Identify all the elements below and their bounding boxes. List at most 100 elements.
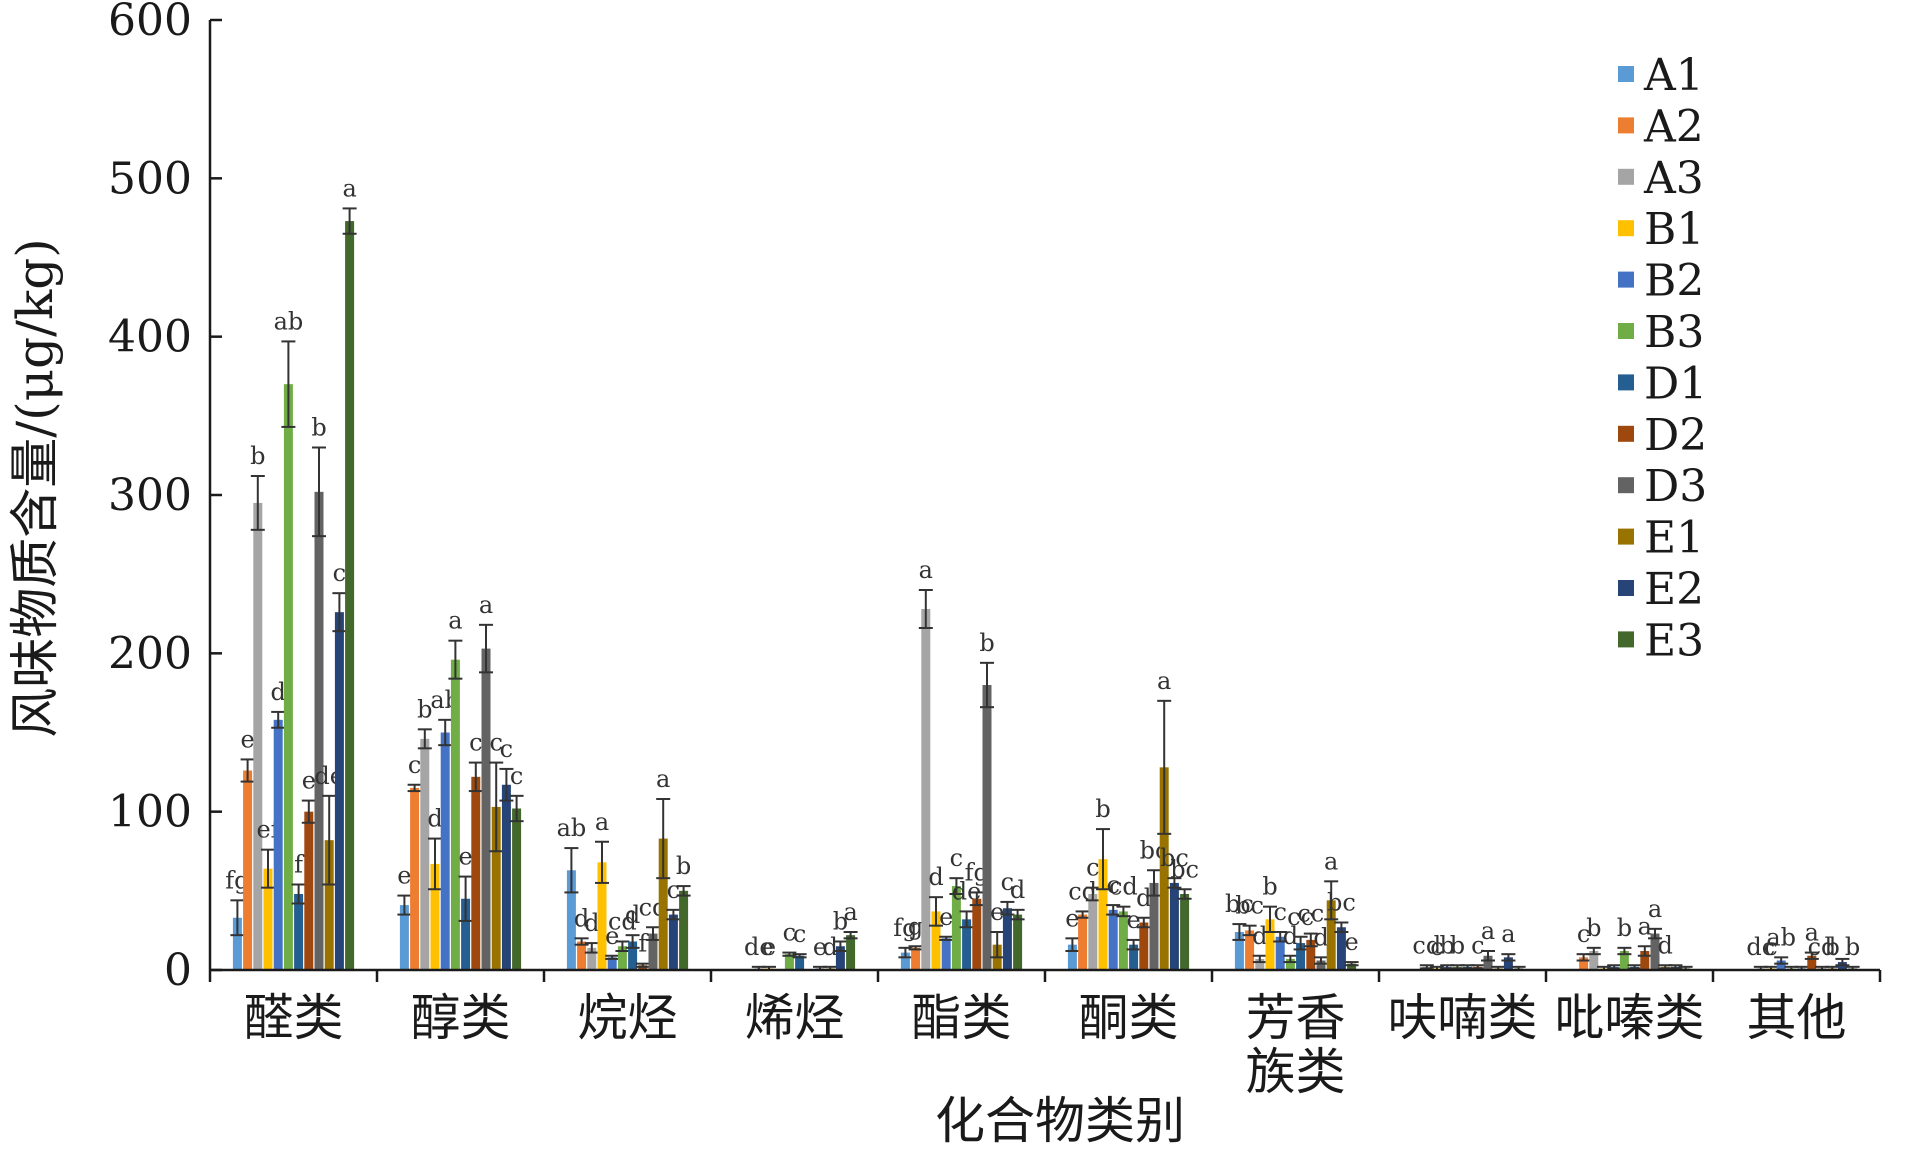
legend-label: B2 — [1644, 256, 1704, 307]
bar-D3 — [1650, 933, 1660, 970]
significance-letter: d — [427, 805, 442, 833]
bar-B2 — [440, 732, 450, 970]
bar-A3 — [1589, 951, 1599, 970]
significance-letter: a — [479, 591, 493, 619]
significance-letter: cd — [1109, 873, 1138, 901]
significance-letter: a — [1481, 917, 1495, 945]
legend-label: A3 — [1643, 153, 1704, 204]
significance-letter: bc — [1327, 889, 1356, 917]
bar-E2 — [334, 612, 344, 970]
x-tick-label: 族类 — [1246, 1043, 1346, 1101]
x-tick-label: 醛类 — [244, 989, 344, 1047]
bar-D2 — [1640, 951, 1650, 970]
significance-letter: c — [1001, 868, 1014, 896]
bar-D2 — [471, 776, 481, 970]
legend-label: D1 — [1644, 358, 1707, 409]
significance-letter: c — [1764, 933, 1777, 961]
y-tick-label: 100 — [108, 787, 192, 838]
significance-letter: a — [595, 808, 609, 836]
significance-letter: g — [908, 912, 923, 940]
x-tick-label: 芳香 — [1246, 989, 1346, 1047]
significance-letter: b — [417, 695, 432, 723]
significance-letter: b — [1617, 914, 1632, 942]
bar-E2 — [668, 914, 678, 970]
bar-A2 — [1245, 930, 1255, 970]
significance-letter: d — [823, 933, 838, 961]
legend-swatch-E1 — [1618, 528, 1634, 545]
significance-letter: d — [584, 909, 599, 937]
legend-label: D3 — [1644, 461, 1707, 512]
x-tick-label: 呋喃类 — [1388, 989, 1538, 1047]
bar-D3 — [314, 491, 324, 970]
bar-D1 — [294, 894, 304, 970]
x-tick-label: 醇类 — [411, 989, 511, 1047]
bar-E3 — [679, 890, 689, 970]
bar-B1 — [1098, 859, 1108, 970]
x-tick-label: 烷烃 — [578, 989, 678, 1047]
bar-B2 — [1776, 960, 1786, 970]
significance-letter: b — [250, 442, 265, 470]
significance-letter: c — [469, 729, 482, 757]
significance-letter: ab — [274, 307, 304, 335]
legend-swatch-A2 — [1618, 117, 1634, 134]
significance-letter: e — [762, 933, 776, 961]
significance-letter: e — [240, 725, 254, 753]
bar-B3 — [283, 384, 293, 971]
bar-E1 — [658, 838, 668, 970]
x-tick-label: 其他 — [1747, 989, 1847, 1047]
bar-B3 — [617, 946, 627, 970]
bar-A1 — [1234, 932, 1244, 970]
significance-letter: d — [1658, 931, 1673, 959]
bar-A2 — [1579, 957, 1589, 970]
bar-D1 — [1296, 943, 1306, 970]
significance-letter: c — [1471, 931, 1484, 959]
legend-swatch-A3 — [1618, 168, 1634, 185]
y-tick-label: 0 — [164, 945, 192, 996]
significance-letter: e — [397, 862, 411, 890]
y-tick-label: 400 — [108, 312, 192, 363]
y-axis: 0 100 200 300 400 500 600 — [108, 0, 222, 996]
significance-letter: b — [1825, 933, 1840, 961]
bar-E1 — [1159, 767, 1169, 970]
legend-label: E3 — [1644, 615, 1704, 666]
significance-letter: b — [1845, 933, 1860, 961]
y-tick-label: 500 — [108, 153, 192, 204]
x-tick-label: 酯类 — [912, 989, 1012, 1047]
significance-letter: c — [1577, 920, 1590, 948]
bar-A2 — [1078, 914, 1088, 970]
significance-letter: dc — [1746, 933, 1775, 961]
bar-D2 — [972, 898, 982, 970]
legend-label: A1 — [1643, 50, 1704, 101]
significance-letter: b — [311, 414, 326, 442]
significance-letter: c — [783, 919, 796, 947]
significance-letter: e — [458, 843, 472, 871]
bar-E2 — [1169, 882, 1179, 970]
bar-E3 — [1347, 963, 1357, 970]
bar-A3 — [1255, 958, 1265, 970]
significance-letter: c — [1430, 933, 1443, 961]
significance-letter: e — [605, 922, 619, 950]
legend-label: B1 — [1644, 204, 1704, 255]
legend-label: B3 — [1644, 307, 1704, 358]
bar-D3 — [1316, 960, 1326, 970]
bar-D1 — [461, 898, 471, 970]
significance-letter: e — [302, 767, 316, 795]
y-axis-title: 风味物质含量/(μg/kg) — [6, 238, 64, 738]
x-axis-title: 化合物类别 — [935, 1092, 1185, 1149]
bar-D3 — [982, 685, 992, 970]
bar-E3 — [512, 808, 522, 970]
bar-D1 — [628, 941, 638, 970]
significance-letter: bc — [1160, 844, 1189, 872]
bar-E3 — [1013, 914, 1023, 970]
bar-B3 — [951, 886, 961, 970]
significance-letter: bc — [1235, 892, 1264, 920]
legend-swatch-E2 — [1618, 580, 1634, 596]
bar-A3 — [587, 947, 597, 970]
y-tick-label: 600 — [108, 0, 192, 46]
bar-A2 — [243, 770, 253, 970]
significance-letter: de — [744, 933, 774, 961]
bar-E1 — [491, 806, 501, 970]
x-tick-label: 酮类 — [1079, 989, 1179, 1047]
